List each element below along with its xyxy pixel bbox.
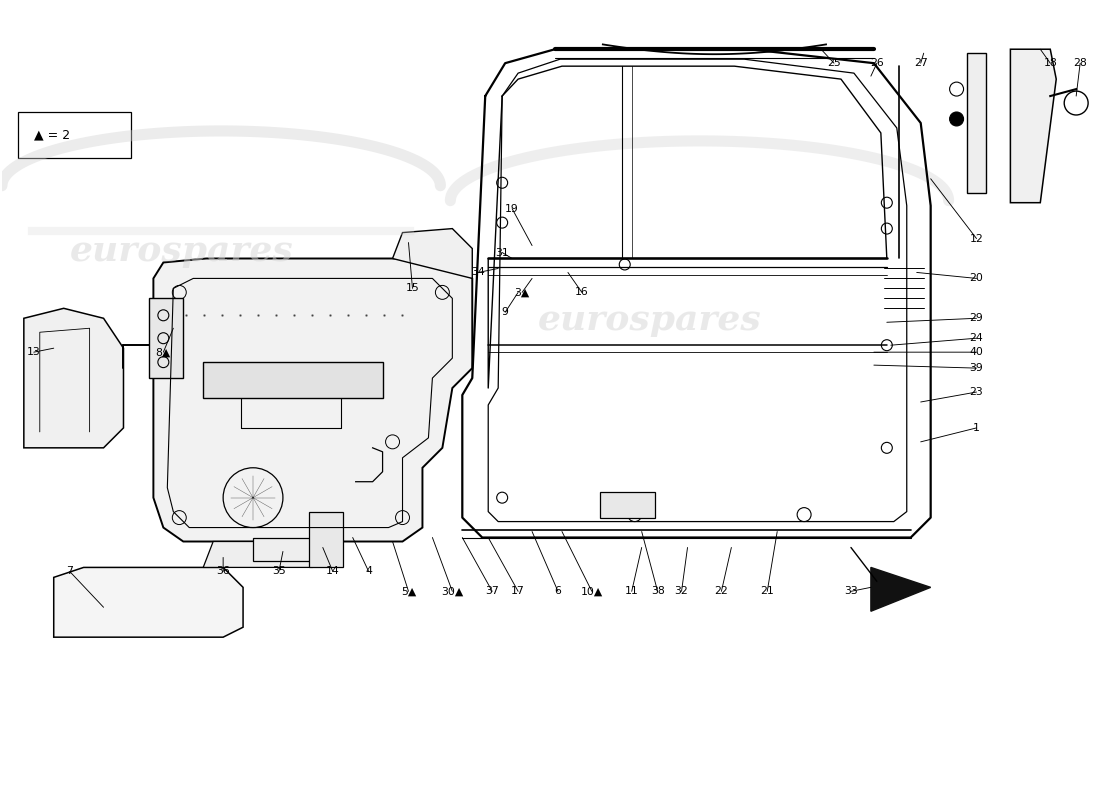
Text: eurospares: eurospares [538, 303, 761, 338]
Text: 36: 36 [217, 566, 230, 577]
Text: 4: 4 [365, 566, 372, 577]
Text: 31: 31 [495, 247, 509, 258]
Text: eurospares: eurospares [69, 234, 294, 267]
Text: 19: 19 [505, 204, 519, 214]
Text: 9: 9 [502, 307, 508, 318]
Polygon shape [153, 258, 472, 542]
Text: 12: 12 [969, 234, 983, 243]
Polygon shape [393, 229, 472, 278]
Text: 39: 39 [969, 363, 983, 373]
Text: 5▲: 5▲ [400, 586, 416, 596]
Text: 17: 17 [512, 586, 525, 596]
Polygon shape [253, 538, 333, 562]
Polygon shape [600, 492, 654, 518]
Text: 23: 23 [969, 387, 983, 397]
Text: 15: 15 [406, 283, 419, 294]
Text: 7: 7 [66, 566, 73, 577]
Text: 37: 37 [485, 586, 499, 596]
Text: 34: 34 [472, 267, 485, 278]
Text: 20: 20 [969, 274, 983, 283]
Text: 28: 28 [1074, 58, 1087, 68]
Text: 40: 40 [969, 347, 983, 357]
Polygon shape [150, 298, 184, 378]
Text: 30▲: 30▲ [441, 586, 463, 596]
FancyBboxPatch shape [18, 112, 132, 158]
Text: 25: 25 [827, 58, 840, 68]
Text: 16: 16 [575, 287, 589, 298]
Text: 14: 14 [326, 566, 340, 577]
Text: ▲ = 2: ▲ = 2 [34, 128, 70, 141]
Text: 3▲: 3▲ [515, 287, 530, 298]
Text: 38: 38 [651, 586, 664, 596]
Text: 27: 27 [914, 58, 927, 68]
Polygon shape [309, 512, 343, 567]
Polygon shape [967, 54, 987, 193]
Text: 26: 26 [870, 58, 883, 68]
Text: 6: 6 [554, 586, 561, 596]
Text: 29: 29 [969, 314, 983, 323]
Text: 10▲: 10▲ [581, 586, 603, 596]
Text: 1: 1 [974, 423, 980, 433]
Text: 21: 21 [760, 586, 774, 596]
Polygon shape [54, 567, 243, 637]
Text: 18: 18 [1044, 58, 1057, 68]
Text: 22: 22 [715, 586, 728, 596]
Text: 8▲: 8▲ [156, 347, 170, 357]
Polygon shape [871, 567, 931, 611]
Text: 33: 33 [844, 586, 858, 596]
Polygon shape [24, 308, 123, 448]
Polygon shape [204, 542, 312, 567]
Circle shape [949, 112, 964, 126]
Polygon shape [1011, 50, 1056, 202]
Text: 35: 35 [272, 566, 286, 577]
Text: 11: 11 [625, 586, 639, 596]
Text: 24: 24 [969, 334, 983, 343]
Text: 13: 13 [26, 347, 41, 357]
Text: 32: 32 [674, 586, 689, 596]
Polygon shape [204, 362, 383, 398]
